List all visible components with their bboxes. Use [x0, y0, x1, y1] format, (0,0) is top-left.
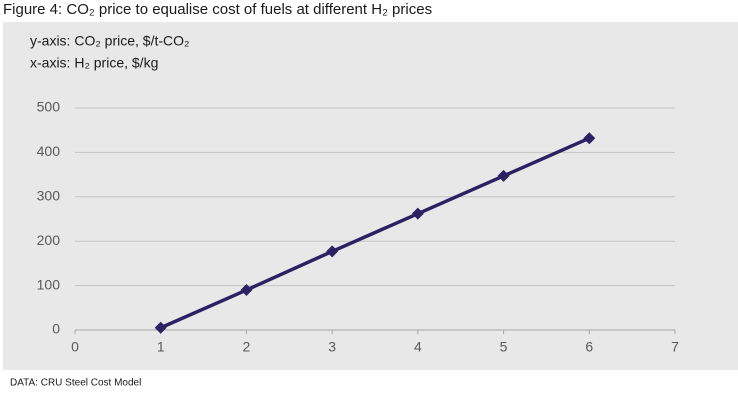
- panel: [3, 22, 738, 370]
- annotation: x-axis: H₂ price, $/kg: [30, 55, 158, 71]
- marker: [240, 284, 253, 297]
- chart-title: Figure 4: CO₂ price to equalise cost of …: [3, 1, 432, 18]
- y-tick-label: 300: [37, 188, 61, 204]
- x-tick-label: 0: [71, 339, 79, 355]
- x-tick-label: 5: [500, 339, 508, 355]
- annotation: y-axis: CO₂ price, $/t-CO₂: [30, 33, 189, 49]
- y-tick-label: 200: [37, 232, 61, 248]
- x-tick-label: 3: [328, 339, 336, 355]
- source: DATA: CRU Steel Cost Model: [10, 378, 141, 389]
- x-tick-label: 4: [414, 339, 422, 355]
- x-tick-label: 6: [585, 339, 593, 355]
- y-tick-label: 500: [37, 99, 61, 115]
- y-tick-label: 400: [37, 143, 61, 159]
- marker: [411, 207, 424, 220]
- marker: [154, 321, 167, 334]
- y-tick-label: 0: [52, 321, 60, 337]
- y-tick-label: 100: [37, 276, 61, 292]
- x-tick-label: 1: [157, 339, 165, 355]
- x-tick-label: 7: [671, 339, 679, 355]
- x-tick-label: 2: [243, 339, 251, 355]
- marker: [326, 245, 339, 258]
- marker: [583, 132, 596, 145]
- line: [160, 136, 590, 330]
- marker: [497, 169, 510, 182]
